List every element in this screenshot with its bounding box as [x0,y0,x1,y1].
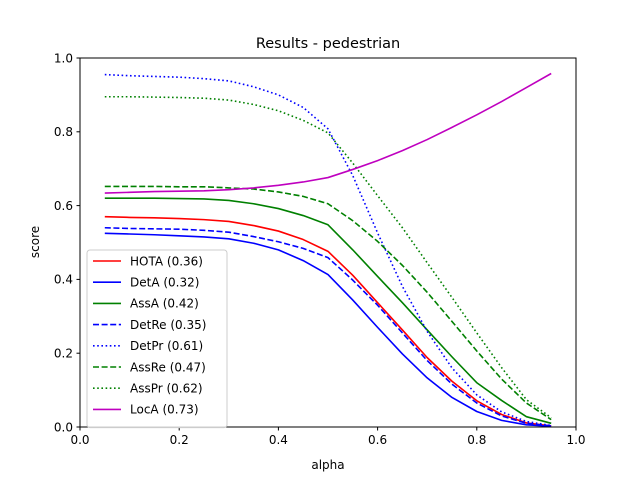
plot-area [104,72,552,428]
legend-label: AssA (0.42) [130,297,199,311]
legend-label: DetRe (0.35) [130,318,206,332]
x-tick-label: 0.4 [269,433,288,447]
series-line-2 [104,197,552,425]
series-line-5 [104,185,552,421]
legend-box [86,249,228,429]
x-tick-label: 0.6 [368,433,387,447]
axes-frame [79,57,577,428]
legend: HOTA (0.36) DetA (0.32) AssA (0.42) DetRe (… [86,249,228,429]
y-tick-label: 0.0 [54,420,73,434]
legend-label: DetPr (0.61) [130,339,203,353]
legend-label: LocA (0.73) [130,403,199,417]
y-tick-label: 0.2 [54,347,73,361]
y-tick-label: 0.8 [54,125,73,139]
y-tick-label: 0.4 [54,273,73,287]
series-line-7 [104,72,552,194]
legend-label: AssPr (0.62) [130,382,203,396]
x-tick-label: 0.2 [170,433,189,447]
x-tick-label: 1.0 [566,433,585,447]
y-tick-label: 1.0 [54,51,73,65]
axes: 0.0 0.2 0.4 0.6 0.8 1.0 0.0 0.2 0.4 0.6 0.8 1.0 [54,51,586,447]
series-line-1 [104,232,552,428]
legend-label: HOTA (0.36) [130,254,203,268]
legend-label: AssRe (0.47) [130,360,206,374]
y-axis-label: score [28,226,42,258]
series-line-0 [104,215,552,427]
chart-title: Results - pedestrian [256,36,400,52]
x-axis-label: alpha [311,458,344,472]
x-tick-label: 0.0 [70,433,89,447]
y-tick-label: 0.6 [54,199,73,213]
series-line-3 [104,226,552,427]
x-tick-label: 0.8 [467,433,486,447]
series-line-4 [104,73,552,427]
legend-label: DetA (0.32) [130,276,199,290]
